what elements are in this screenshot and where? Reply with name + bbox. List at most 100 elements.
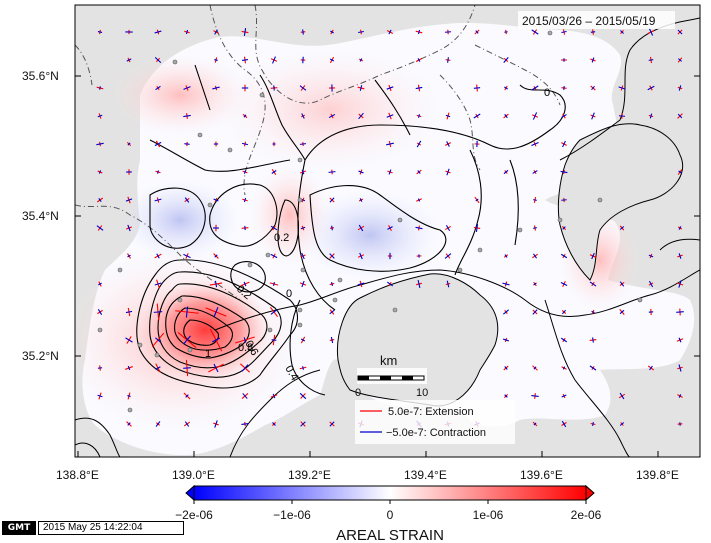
contour-label: 0 (544, 87, 550, 99)
colorbar-tick: 2e-06 (571, 508, 602, 522)
strain-cross (415, 29, 423, 35)
strain-cross (213, 141, 219, 147)
strain-cross (126, 169, 132, 175)
contraction-arm (127, 254, 131, 258)
strain-cross (329, 225, 335, 231)
contraction-arm (97, 114, 103, 118)
station-marker (259, 92, 265, 98)
colorbar-title: AREAL STRAIN (336, 527, 444, 543)
lon-axis (77, 451, 659, 457)
contraction-arm (328, 171, 336, 173)
lat-label: 35.6°N (22, 69, 59, 83)
strain-cross (270, 253, 278, 259)
contraction-arm (502, 338, 510, 342)
station-marker (267, 327, 273, 333)
contraction-arm (271, 170, 277, 174)
contraction-arm (591, 85, 595, 91)
contraction-arm (99, 86, 101, 90)
contraction-arm (154, 198, 162, 202)
contraction-arm (532, 170, 538, 174)
contraction-arm (475, 30, 479, 34)
contraction-arm (473, 87, 481, 89)
colorbar: −2e-06 −1e-06 0 1e-06 2e-06 AREAL STRAIN (175, 484, 602, 543)
contraction-arm (446, 141, 450, 147)
strain-cross (648, 56, 654, 64)
coastline-izu (229, 369, 321, 457)
strain-cross (415, 280, 423, 288)
strain-cross (677, 113, 683, 119)
strain-cross (183, 253, 191, 259)
colorbar-pos-arrow (585, 484, 595, 502)
contraction-arm (299, 143, 307, 145)
station-marker (265, 252, 271, 258)
strain-cross (241, 225, 249, 231)
strain-cross (357, 280, 365, 288)
contraction-arm (591, 57, 595, 63)
contraction-arm (185, 306, 189, 318)
contraction-arm (329, 253, 335, 259)
contraction-arm (98, 170, 102, 174)
station-marker (127, 407, 133, 413)
strain-cross (387, 169, 393, 175)
contraction-arm (561, 30, 567, 34)
strain-cross (618, 85, 626, 91)
contraction-arm (678, 394, 682, 398)
strain-cross (532, 253, 538, 259)
contraction-arm (98, 198, 102, 202)
strain-cross (96, 86, 104, 90)
contraction-arm (97, 394, 103, 398)
strain-cross (241, 84, 249, 92)
strain-cross (415, 57, 423, 63)
strain-cross (184, 29, 190, 35)
contraction-arm (589, 281, 597, 287)
station-marker (172, 59, 178, 65)
contraction-arm (532, 112, 538, 120)
strain-cross (590, 112, 596, 120)
station-marker (637, 297, 643, 303)
strain-cross (155, 170, 161, 174)
lat-axis (75, 75, 700, 357)
strain-cross (445, 224, 451, 232)
contraction-arm (329, 421, 335, 427)
contraction-arm (417, 170, 421, 174)
contraction-arm (386, 86, 394, 90)
contraction-arm (533, 366, 537, 370)
contraction-arm (300, 338, 306, 342)
contraction-arm (504, 86, 508, 90)
timestamp: 2015 May 25 14:22:04 (38, 521, 184, 535)
strain-cross (154, 56, 162, 64)
contraction-arm (273, 85, 275, 91)
contraction-arm (243, 281, 247, 287)
station-marker (117, 267, 123, 273)
contraction-arm (272, 393, 276, 399)
contraction-arm (619, 392, 625, 400)
contraction-arm (444, 31, 452, 33)
strain-cross (647, 85, 655, 91)
strain-cross (154, 279, 162, 289)
strain-cross (299, 85, 307, 91)
contraction-arm (183, 253, 191, 259)
strain-cross (299, 366, 307, 370)
contraction-arm (417, 29, 421, 35)
strain-cross (270, 393, 278, 399)
strain-cross (329, 84, 335, 92)
contour-label: 0 (286, 288, 292, 300)
strain-cross (503, 57, 509, 63)
contraction-arm (677, 29, 683, 35)
strain-cross (329, 281, 335, 287)
contraction-arm (270, 225, 278, 231)
contraction-arm (241, 364, 249, 372)
strain-cross (153, 303, 163, 321)
strain-cross (533, 197, 537, 203)
shade-center-blue (300, 190, 440, 280)
strain-cross (271, 334, 277, 346)
station-marker (332, 297, 338, 303)
strain-cross (619, 225, 625, 231)
scale-bar-title: km (380, 353, 397, 368)
contraction-arm (126, 58, 132, 62)
strain-cross (329, 421, 335, 427)
strain-cross (676, 337, 684, 343)
contraction-arm (533, 422, 537, 426)
station-marker (297, 197, 303, 203)
